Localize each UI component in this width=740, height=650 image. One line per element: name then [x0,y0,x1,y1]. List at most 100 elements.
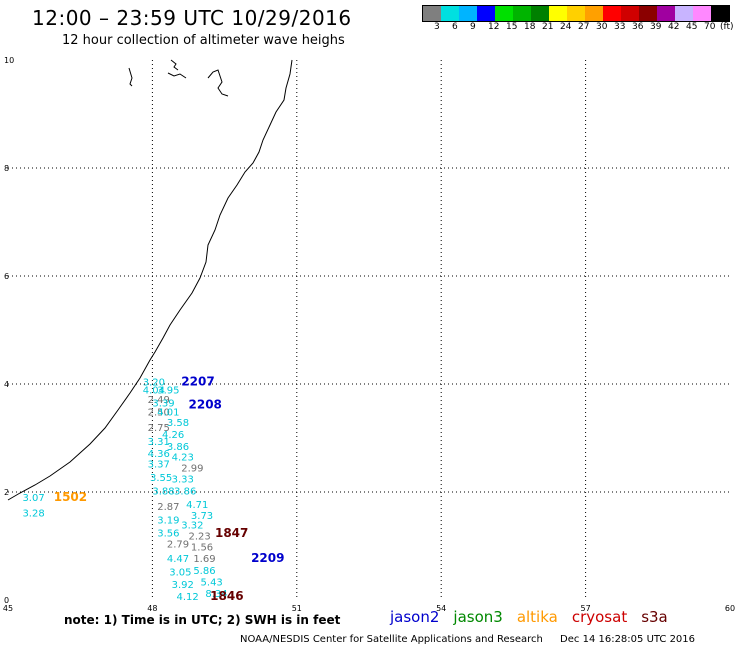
swh-value-label: 3.58 [167,418,189,429]
swh-value-label: 3.28 [22,508,44,519]
y-tick-label: 4 [4,380,9,389]
colorbar-swatch [711,6,729,21]
colorbar [422,5,730,22]
pass-time-label: 1502 [54,490,87,504]
colorbar-label: 30 [596,22,608,32]
colorbar-label: 9 [470,22,476,32]
colorbar-swatch [513,6,531,21]
pass-time-label: 2209 [251,551,284,565]
pass-time-label: 2207 [181,375,214,389]
swh-values: 3.204.043.952.493.392.504.013.582.754.26… [22,378,227,603]
swh-value-label: 1.56 [191,542,213,553]
colorbar-label: 12 [488,22,500,32]
swh-value-label: 3.20 [143,378,165,389]
colorbar-swatch [603,6,621,21]
x-tick-label: 45 [3,604,13,613]
credit-text: NOAA/NESDIS Center for Satellite Applica… [240,634,543,645]
swh-value-label: 3.92 [172,580,194,591]
swh-value-label: 2.49 [148,395,170,406]
x-tick-label: 57 [581,604,591,613]
footer-note: note: 1) Time is in UTC; 2) SWH is in fe… [64,613,341,627]
colorbar-label: 6 [452,22,458,32]
swh-value-label: 3.07 [22,493,44,504]
colorbar-swatch [441,6,459,21]
swh-value-label: 3.33 [172,474,194,485]
colorbar-swatch [531,6,549,21]
y-tick-label: 10 [4,56,14,65]
swh-value-label: 2.99 [181,463,203,474]
swh-value-label: 2.87 [157,502,179,513]
legend-jason2: jason2 [390,608,440,626]
colorbar-label: 3 [434,22,440,32]
colorbar-label: 24 [560,22,572,32]
swh-value-label: 2.23 [189,532,211,543]
satellite-legend: jason2 jason3 altika cryosat s3a [390,608,682,626]
grid-lines [8,60,730,600]
colorbar-label: 33 [614,22,626,32]
colorbar-label: 21 [542,22,554,32]
swh-value-label: 3.31 [148,437,170,448]
swh-value-label: 4.26 [162,430,184,441]
swh-value-label: 3.19 [157,515,179,526]
colorbar-swatch [639,6,657,21]
colorbar-swatch [675,6,693,21]
swh-value-label: 2.79 [167,540,189,551]
colorbar-label: 45 [686,22,698,32]
swh-value-label: 4.12 [176,592,198,603]
swh-value-label: 4.01 [157,407,179,418]
colorbar-label: 70 [704,22,716,32]
swh-value-label: 3.95 [157,386,179,397]
pass-time-label: 2208 [189,397,222,411]
y-tick-label: 6 [4,272,9,281]
colorbar-swatch [459,6,477,21]
swh-value-label: 2.50 [148,407,170,418]
swh-value-label: 3.86 [167,442,189,453]
pass-time-label: 1847 [215,526,248,540]
y-tick-label: 2 [4,488,9,497]
swh-value-label: 4.47 [167,554,189,565]
coast-fragment [167,72,187,79]
coast-fragment [170,59,179,71]
coastline [7,59,293,501]
swh-value-label: 4.71 [186,500,208,511]
x-tick-label: 54 [436,604,446,613]
colorbar-swatch [585,6,603,21]
swh-value-label: 3.37 [148,460,170,471]
colorbar-swatch [477,6,495,21]
swh-value-label: 3.88 [152,487,174,498]
swh-value-label: 5.43 [201,577,223,588]
timestamp-text: Dec 14 16:28:05 UTC 2016 [560,634,696,645]
colorbar-label: 39 [650,22,662,32]
map-subtitle: 12 hour collection of altimeter wave hei… [62,33,345,48]
colorbar-label: (ft) [720,22,734,32]
swh-value-label: 3.73 [191,511,213,522]
map-title: 12:00 – 23:59 UTC 10/29/2016 [32,6,352,30]
colorbar-label: 27 [578,22,590,32]
swh-value-label: 4.04 [143,386,165,397]
swh-value-label: 3.39 [152,399,174,410]
colorbar-label: 36 [632,22,644,32]
y-tick-label: 8 [4,164,9,173]
swh-value-label: 3.05 [169,568,191,579]
swh-value-label: 5.86 [193,566,215,577]
axis-ticks: 45 48 51 54 57 60 0 2 4 6 8 10 [3,56,735,613]
footer-credit: NOAA/NESDIS Center for Satellite Applica… [240,634,695,645]
legend-cryosat: cryosat [571,608,628,626]
colorbar-label: 42 [668,22,680,32]
coast-fragment [128,67,133,87]
x-tick-label: 48 [147,604,157,613]
colorbar-swatch [657,6,675,21]
swh-value-label: 4.23 [172,453,194,464]
x-tick-label: 51 [292,604,302,613]
colorbar-swatch [567,6,585,21]
swh-value-label: 1.69 [193,554,215,565]
coast-fragment [207,69,229,97]
legend-altika: altika [516,608,558,626]
colorbar-swatch [549,6,567,21]
colorbar-label: 18 [524,22,536,32]
colorbar-swatch [621,6,639,21]
x-tick-label: 60 [725,604,735,613]
y-tick-label: 0 [4,596,9,605]
